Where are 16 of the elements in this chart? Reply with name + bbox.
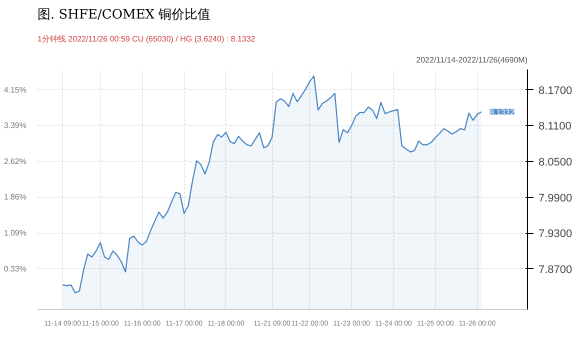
y2-tick-label: 0.33%	[4, 264, 27, 274]
y-tick-label: 8.0500	[538, 156, 572, 168]
text: 2022/11/14-2022/11/26(4690M)	[416, 56, 528, 64]
y-tick-label: 7.8700	[538, 264, 572, 276]
y2-tick-label: 1.86%	[4, 192, 27, 202]
y-tick-label: 7.9300	[538, 228, 572, 240]
y2-tick-label: 4.15%	[4, 86, 27, 95]
y-tick-label: 8.1100	[538, 120, 572, 133]
text: 8.1332	[490, 108, 515, 117]
y2-tick-label: 1.09%	[4, 228, 27, 238]
chart-title: 图. SHFE/COMEX 铜价比值	[38, 8, 211, 22]
text: 1分钟线 2022/11/26 00:59 CU (65030) / HG (3.6240) : 8.1332	[38, 34, 256, 44]
y2-tick-label: 3.39%	[4, 121, 27, 130]
y-tick-label: 8.1700	[538, 84, 572, 97]
y2-tick-label: 2.62%	[4, 157, 27, 166]
y-tick-label: 7.9900	[538, 192, 572, 204]
